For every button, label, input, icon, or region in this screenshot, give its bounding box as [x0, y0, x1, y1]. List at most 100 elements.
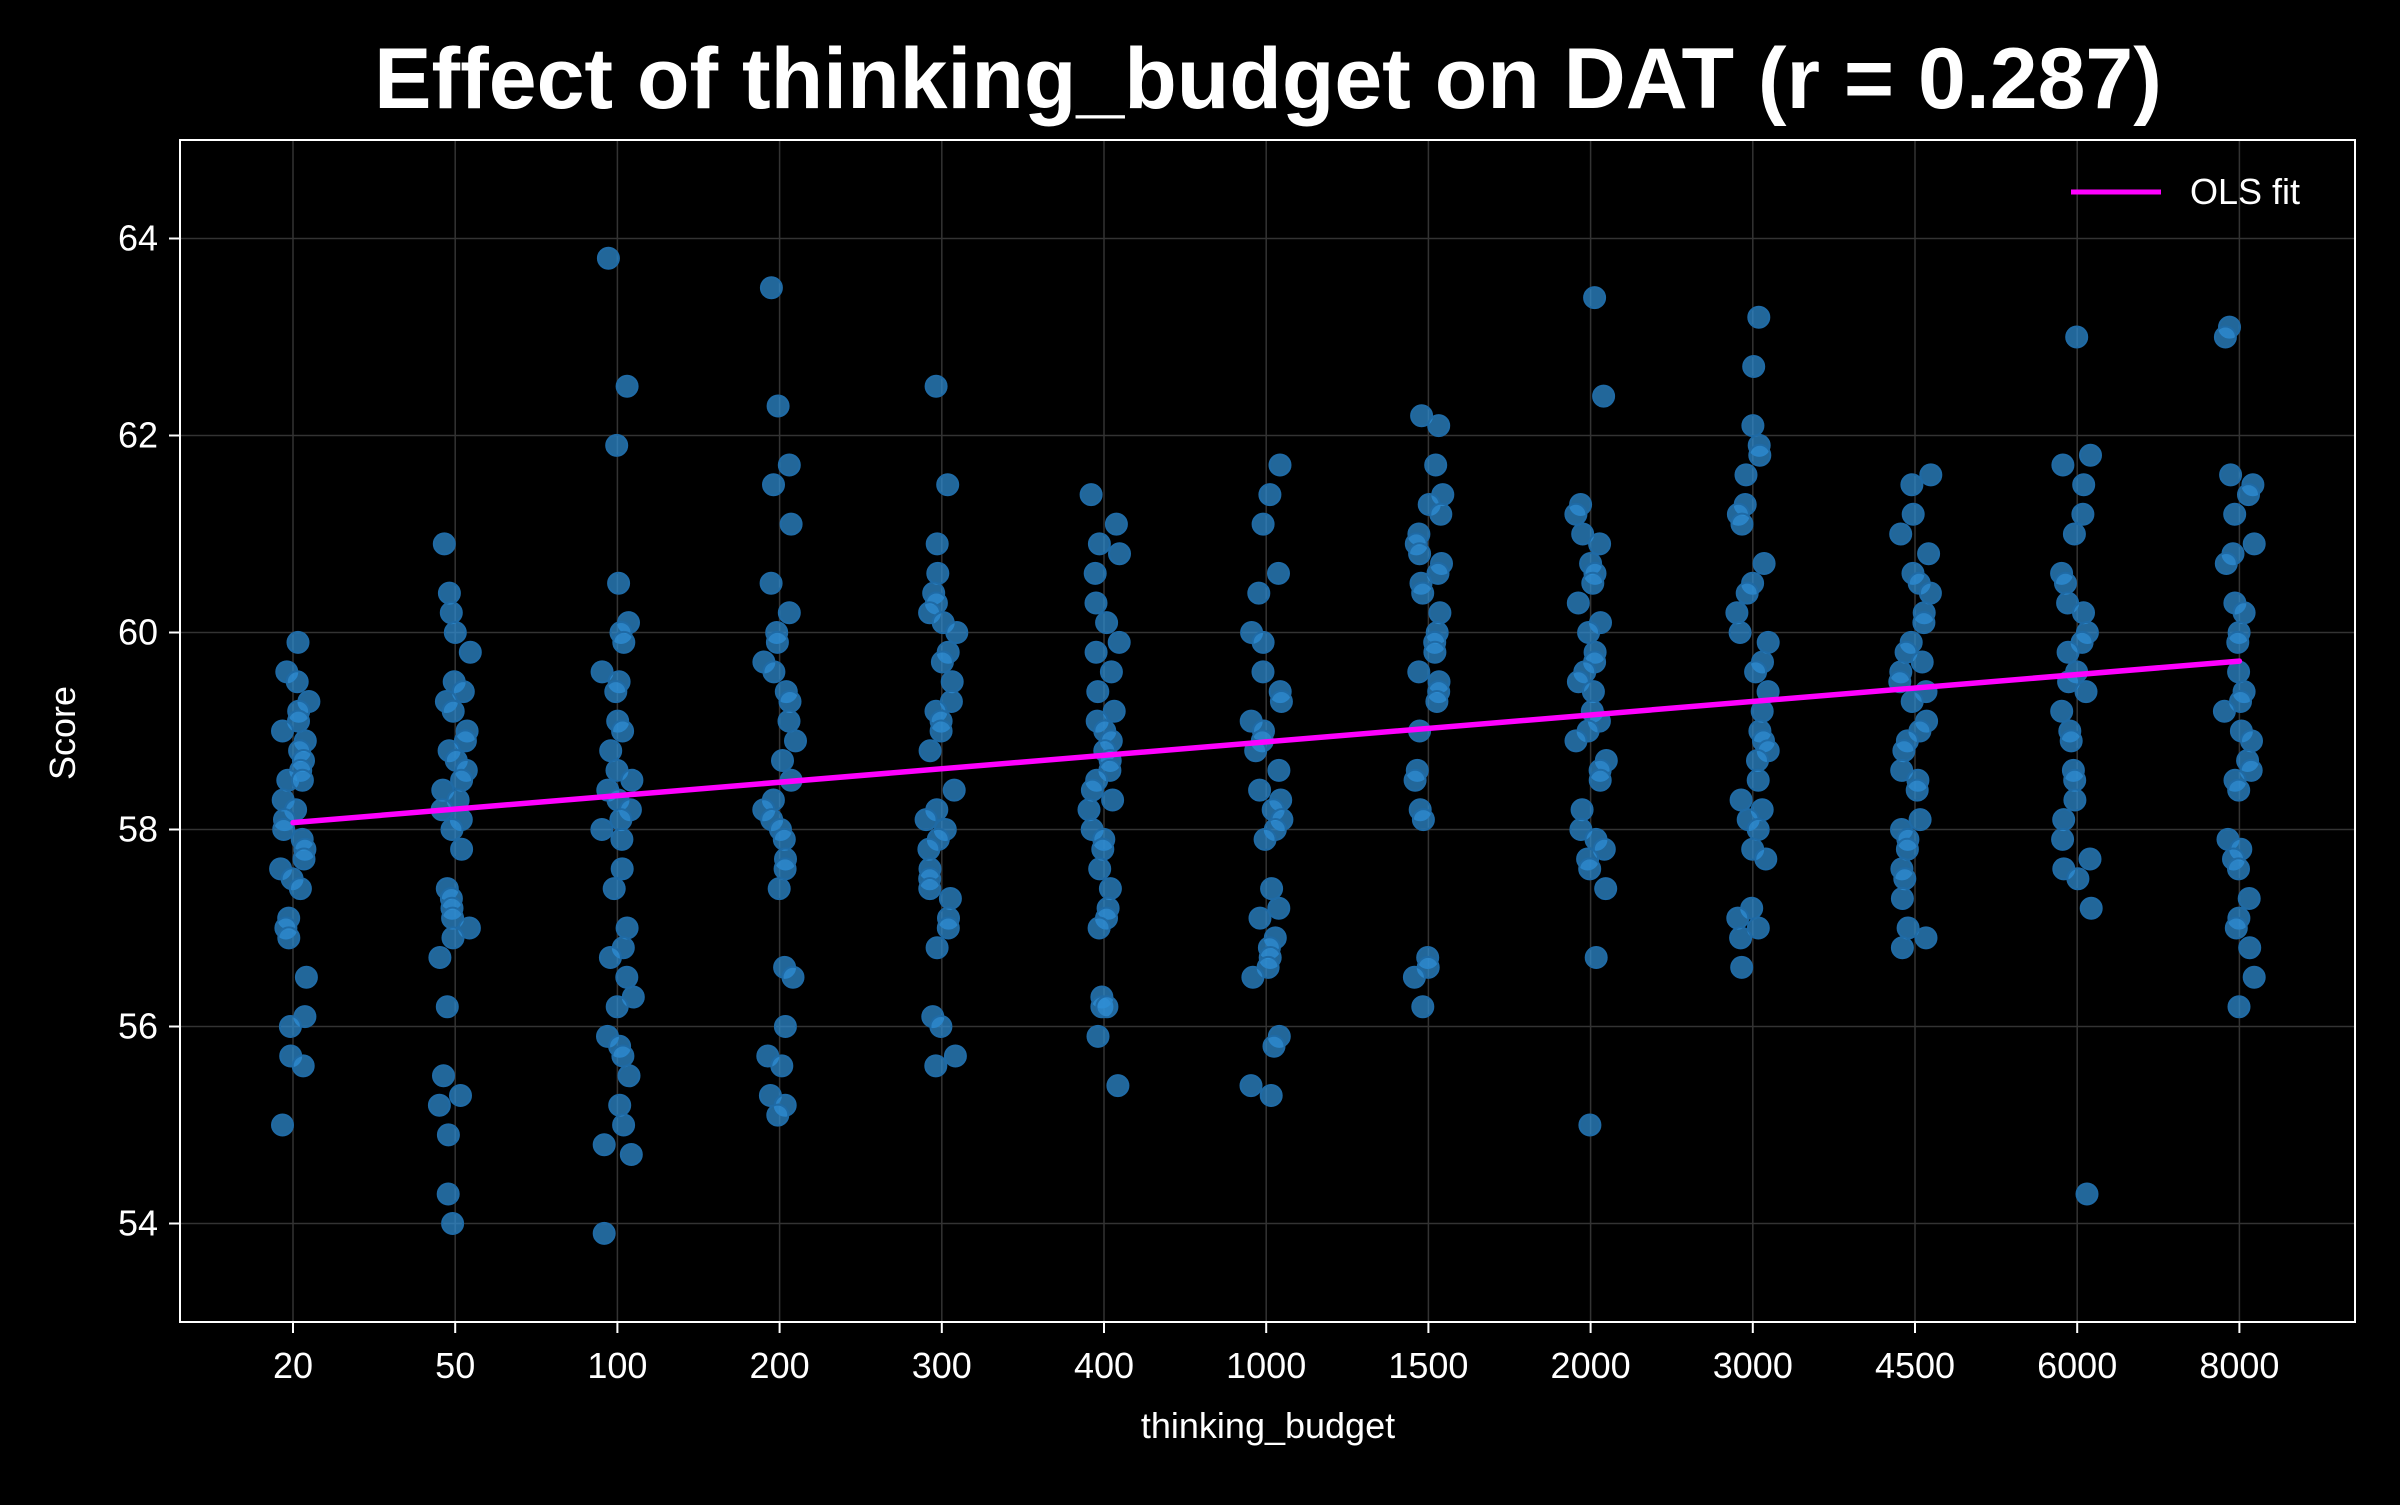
x-tick-label: 200: [750, 1345, 810, 1386]
data-point: [611, 1044, 635, 1068]
data-point: [1917, 542, 1941, 566]
data-point: [773, 857, 797, 881]
data-point: [2227, 857, 2250, 881]
data-point: [1107, 630, 1131, 654]
x-tick-label: 100: [587, 1345, 647, 1386]
data-point: [611, 719, 635, 743]
data-point: [1893, 867, 1917, 891]
data-point: [914, 808, 938, 832]
data-point: [1571, 522, 1595, 546]
data-point: [590, 818, 614, 841]
legend: OLS fit: [2071, 171, 2300, 212]
data-point: [1426, 561, 1450, 585]
data-point: [2227, 778, 2251, 802]
data-point: [605, 995, 629, 1019]
data-point: [2238, 936, 2262, 960]
data-point: [2066, 867, 2090, 891]
data-point: [771, 749, 794, 772]
data-point: [942, 778, 966, 802]
data-point: [767, 877, 791, 901]
data-point: [1258, 483, 1282, 507]
data-point: [1729, 788, 1753, 812]
data-point: [2052, 808, 2076, 832]
data-point: [271, 1113, 294, 1137]
data-point: [2227, 660, 2251, 684]
data-point: [1905, 778, 1929, 802]
data-point: [936, 473, 960, 497]
data-point: [1267, 896, 1291, 920]
data-point: [1735, 581, 1759, 605]
y-tick-label: 64: [118, 218, 158, 259]
data-point: [770, 1054, 794, 1078]
data-point: [1746, 916, 1770, 940]
data-point: [1402, 965, 1426, 989]
data-point: [612, 1113, 636, 1137]
data-point: [1726, 906, 1750, 930]
data-point: [604, 680, 628, 704]
data-point: [1423, 640, 1447, 664]
data-point: [428, 946, 452, 969]
data-point: [1564, 502, 1588, 526]
data-point: [766, 394, 790, 418]
data-point: [2237, 483, 2260, 507]
data-point: [1895, 837, 1919, 861]
data-point: [441, 926, 465, 950]
x-tick-label: 300: [912, 1345, 972, 1386]
data-point: [620, 768, 644, 792]
data-point: [1102, 699, 1126, 723]
data-point: [1083, 561, 1107, 585]
data-point: [1106, 1074, 1130, 1098]
data-point: [1248, 906, 1272, 930]
points-layer: [269, 246, 2266, 1245]
x-axis-label: thinking_budget: [1141, 1405, 1395, 1446]
data-point: [1411, 808, 1435, 832]
data-point: [450, 837, 474, 861]
data-point: [615, 916, 639, 940]
data-point: [1262, 1034, 1286, 1058]
data-point: [766, 1103, 790, 1127]
x-tick-label: 6000: [2037, 1345, 2117, 1386]
data-point: [2051, 453, 2075, 477]
data-point: [1108, 542, 1131, 566]
data-point: [930, 650, 954, 674]
data-point: [2071, 502, 2095, 526]
data-point: [1744, 660, 1768, 684]
data-point: [610, 827, 634, 851]
data-point: [1566, 591, 1590, 615]
data-point: [1583, 286, 1607, 310]
data-point: [436, 1182, 460, 1206]
data-point: [2242, 532, 2266, 556]
data-point: [1407, 660, 1431, 684]
data-point: [1241, 965, 1265, 989]
data-point: [596, 246, 620, 270]
data-point: [292, 847, 316, 871]
data-point: [2212, 699, 2236, 723]
data-point: [1084, 640, 1108, 664]
data-point: [590, 660, 614, 684]
data-point: [1901, 502, 1925, 526]
data-point: [1251, 660, 1275, 684]
data-point: [1746, 749, 1769, 772]
data-point: [2226, 630, 2250, 654]
data-point: [1592, 384, 1616, 408]
data-point: [759, 276, 783, 300]
data-point: [1746, 818, 1770, 841]
data-point: [2232, 601, 2256, 625]
x-tick-label: 2000: [1551, 1345, 1631, 1386]
data-point: [288, 877, 312, 901]
data-point: [779, 512, 803, 536]
data-point: [2242, 965, 2266, 989]
ols-fit-line: [290, 658, 2243, 826]
data-point: [924, 374, 948, 398]
data-point: [1581, 571, 1605, 595]
data-point: [598, 946, 622, 969]
data-point: [610, 857, 634, 881]
data-point: [1748, 443, 1772, 467]
data-point: [929, 719, 953, 743]
data-point: [1919, 463, 1943, 487]
data-point: [1087, 532, 1111, 556]
y-tick-label: 58: [118, 809, 158, 850]
data-point: [1741, 414, 1765, 438]
data-point: [1890, 887, 1914, 910]
